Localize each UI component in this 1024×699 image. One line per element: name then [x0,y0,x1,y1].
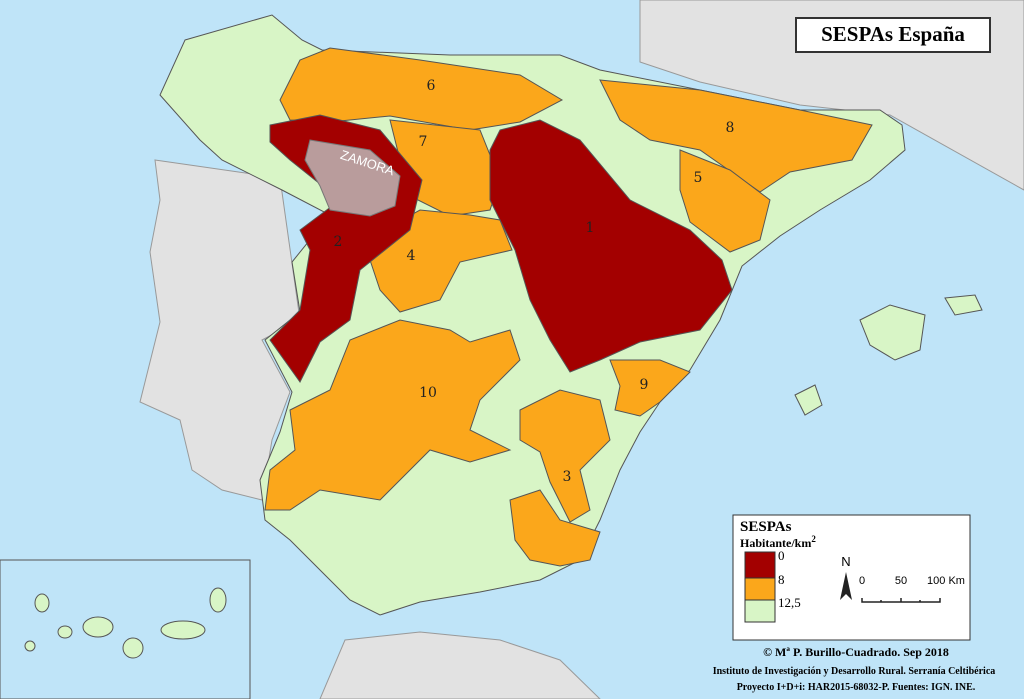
ibiza [794,384,823,416]
scale-label: 50 [895,575,907,587]
menorca [944,294,983,316]
region-label: 2 [334,234,343,250]
credit: Instituto de Investigación y Desarrollo … [713,666,996,677]
region-label: 4 [407,248,416,264]
title-box [795,17,991,53]
region-label: 10 [419,385,437,401]
region-3 [519,389,611,523]
credit: Proyecto I+D+i: HAR2015-68032-P. Fuentes… [737,682,976,693]
legend-break: 8 [778,572,785,587]
region-9 [609,359,691,417]
region-label: 3 [563,469,572,485]
north-label: N [841,554,850,569]
region-label: 6 [427,78,436,94]
credit: © Mª P. Burillo-Cuadrado. Sep 2018 [763,645,949,659]
title: SESPAs España [821,22,965,46]
scale-bar [861,598,941,603]
legend-unit-exponent: 2 [811,534,816,544]
region-10 [264,319,521,511]
scale-label: 100 Km [927,575,965,587]
region-label: 8 [726,120,735,136]
legend-title: SESPAs [740,519,792,535]
mallorca [859,304,926,361]
region-5 [679,149,771,253]
region-label: 7 [419,134,428,150]
region-label: 1 [586,220,595,236]
region-3b [509,489,601,567]
africa [319,631,601,699]
region-8 [599,79,873,193]
region-label: 5 [694,170,703,186]
region-4 [369,209,513,313]
legend-swatch [744,577,776,601]
canary-islands [24,587,227,659]
legend-break: 12,5 [778,595,801,610]
north-arrow [840,572,852,600]
canary-inset [0,559,251,699]
legend-break: 0 [778,548,785,563]
legend-swatch [744,599,776,623]
region-label: 9 [640,377,649,393]
scale-label: 0 [859,575,865,587]
legend-unit: Habitante/km2 [740,534,816,550]
legend-unit-text: Habitante/km [740,536,811,550]
zamora [304,139,401,217]
region-1 [489,119,733,373]
legend-swatch [744,551,776,579]
